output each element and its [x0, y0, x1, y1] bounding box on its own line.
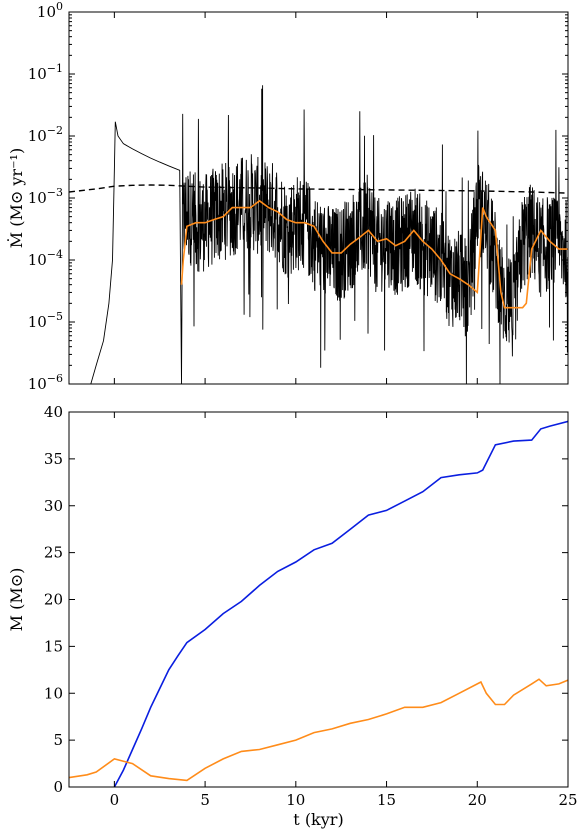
mdot-series-2 [180, 199, 568, 309]
mdot-series-0 [90, 85, 568, 384]
y-tick-label: 10−1 [28, 62, 63, 83]
x-tick-label: 0 [110, 791, 120, 809]
y-tick-label: 15 [44, 637, 63, 655]
y-tick-label: 30 [44, 497, 63, 515]
x-tick-label: 25 [558, 791, 577, 809]
y-tick-label: 10−3 [28, 186, 63, 207]
mass-panel: 0 5 10 15 20 25 0 5 10 15 20 25 30 35 40 M (M⊙) t (kyr) [7, 403, 577, 829]
y-tick-label: 10−5 [28, 310, 63, 331]
x-tick-label: 15 [377, 791, 396, 809]
plot-frame [68, 11, 569, 385]
y-tick-label: 10−4 [28, 248, 63, 269]
mass-accretion-rate-panel: 10−6 10−5 10−4 10−3 10−2 10−1 100 Ṁ (M⊙ yr⁻¹) [6, 0, 569, 393]
y-tick-label: 35 [44, 450, 63, 468]
x-axis-label: t (kyr) [293, 810, 343, 829]
y-tick-label: 10−6 [28, 372, 63, 393]
y-tick-label: 10 [44, 684, 63, 702]
y-tick-label: 10−2 [28, 124, 63, 145]
y-tick-label: 20 [44, 591, 63, 609]
x-tick-label: 20 [468, 791, 487, 809]
y-tick-label: 0 [53, 778, 63, 796]
x-tick-label: 10 [286, 791, 305, 809]
y-tick-label: 25 [44, 544, 63, 562]
x-tick-label: 5 [200, 791, 210, 809]
plot-frame [68, 411, 569, 788]
y-tick-label: 40 [44, 403, 63, 421]
mdot-series-1 [69, 184, 568, 194]
y-axis-label: Ṁ (M⊙ yr⁻¹) [6, 148, 26, 248]
mass-series-0 [113, 420, 568, 787]
y-tick-label: 100 [37, 0, 63, 21]
y-tick-label: 5 [53, 731, 63, 749]
mass-series-1 [69, 678, 568, 782]
y-axis-label: M (M⊙) [7, 568, 26, 632]
